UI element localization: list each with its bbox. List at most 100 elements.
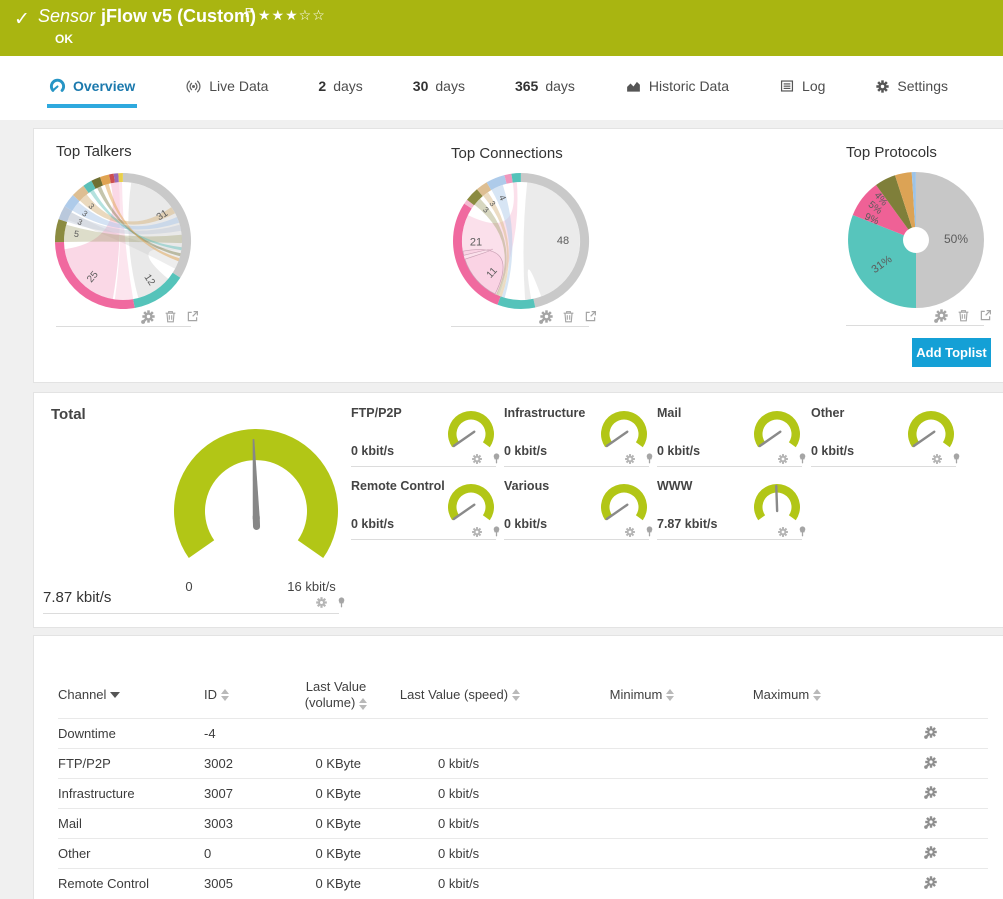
sort-toggle-icon[interactable] [813, 689, 822, 702]
sort-toggle-icon[interactable] [512, 689, 521, 702]
tab-2-days[interactable]: 2 days [316, 68, 364, 108]
top-connections-chart[interactable]: 48 21 11 3 3 4 [446, 166, 596, 321]
row-settings-gear-icon[interactable] [824, 845, 988, 862]
gauge-value: 0 kbit/s [504, 444, 548, 458]
delete-icon[interactable] [163, 309, 178, 329]
tab-log[interactable]: Log [777, 68, 827, 108]
top-protocols-title: Top Protocols [846, 144, 937, 161]
pin-icon[interactable] [643, 452, 656, 470]
svg-text:3: 3 [76, 217, 84, 227]
channel-name-cell: Other [58, 846, 91, 861]
row-settings-gear-icon[interactable] [824, 755, 988, 772]
gear-icon[interactable] [777, 525, 789, 543]
open-icon[interactable] [185, 309, 200, 329]
gauges-card: Total 0 16 kbit/s 7.87 kbit/s FTP/P2P 0 k… [33, 392, 1003, 628]
column-header-last-value-volume-[interactable]: Last Value (volume) [304, 678, 368, 710]
last-value-volume-cell: 0 KByte [315, 786, 361, 801]
column-header-maximum[interactable]: Maximum [750, 683, 824, 707]
delete-icon[interactable] [561, 309, 576, 329]
tab-overview[interactable]: Overview [47, 68, 138, 108]
gear-icon[interactable] [471, 525, 483, 543]
pin-icon[interactable] [643, 525, 656, 543]
gauge-cell-infrastructure: Infrastructure 0 kbit/s [504, 400, 653, 472]
gear-icon[interactable] [471, 452, 483, 470]
gauge-label: Remote Control [351, 479, 445, 493]
svg-text:3: 3 [80, 209, 89, 219]
last-value-speed-cell: 0 kbit/s [438, 756, 480, 771]
gear-icon[interactable] [931, 452, 943, 470]
sort-toggle-icon[interactable] [221, 689, 229, 702]
sort-toggle-icon[interactable] [359, 697, 368, 710]
table-row[interactable]: Downtime -4 [58, 718, 988, 748]
pin-icon[interactable] [796, 452, 809, 470]
delete-icon[interactable] [956, 308, 971, 328]
gauge-label: Other [811, 406, 845, 420]
total-gauge-value: 7.87 kbit/s [43, 589, 112, 606]
pin-icon[interactable] [490, 452, 503, 470]
table-header-row: Channel ID Last Value (volume) Last Value (… [58, 672, 988, 718]
tab-365-days[interactable]: 365 days [513, 68, 577, 108]
priority-stars[interactable]: ★★★☆☆ [258, 7, 326, 23]
gear-icon[interactable] [315, 596, 328, 614]
tab-historic-data[interactable]: Historic Data [623, 68, 731, 108]
top-talkers-title: Top Talkers [56, 143, 132, 160]
options-icon[interactable] [141, 309, 156, 329]
options-icon[interactable] [539, 309, 554, 329]
options-icon[interactable] [934, 308, 949, 328]
column-header-id[interactable]: ID [204, 683, 286, 707]
svg-text:3: 3 [487, 199, 497, 208]
flag-icon[interactable] [243, 6, 256, 24]
gear-icon [875, 79, 890, 94]
column-header-minimum[interactable]: Minimum [534, 683, 750, 707]
gauge-label: Mail [657, 406, 682, 420]
add-toplist-button[interactable]: Add Toplist [912, 338, 991, 367]
column-header-last-value-speed-[interactable]: Last Value (speed) [386, 683, 534, 707]
gauge-value: 7.87 kbit/s [657, 517, 718, 531]
gauge-value: 0 kbit/s [657, 444, 701, 458]
page-title: Sensor jFlow v5 (Custom) [38, 6, 256, 27]
top-talkers-chart[interactable]: 31 12 25 5 3 3 3 [48, 166, 198, 321]
gear-icon[interactable] [624, 452, 636, 470]
broadcast-icon [185, 78, 202, 95]
tab-number: 2 [318, 78, 327, 94]
open-icon[interactable] [978, 308, 993, 328]
total-gauge-toolbar [315, 596, 348, 614]
historic-icon [625, 78, 642, 95]
toplists-card: Top Talkers 31 12 25 5 3 3 3 Top Connections 4… [33, 128, 1003, 383]
row-settings-gear-icon[interactable] [824, 875, 988, 892]
tab-label: Log [802, 78, 826, 94]
sort-desc-icon[interactable] [110, 692, 121, 699]
svg-text:50%: 50% [944, 232, 968, 246]
pin-icon[interactable] [950, 452, 963, 470]
channel-id-cell: 3007 [204, 786, 233, 801]
tab-live-data[interactable]: Live Data [183, 68, 270, 108]
table-row[interactable]: Other 0 0 KByte 0 kbit/s [58, 838, 988, 868]
svg-text:3: 3 [86, 202, 96, 212]
top-protocols-chart[interactable]: 50% 31% 9% 5% 4% [841, 165, 991, 320]
gauge-toolbar [931, 452, 963, 470]
table-row[interactable]: FTP/P2P 3002 0 KByte 0 kbit/s [58, 748, 988, 778]
row-settings-gear-icon[interactable] [824, 815, 988, 832]
table-row[interactable]: Infrastructure 3007 0 KByte 0 kbit/s [58, 778, 988, 808]
pin-icon[interactable] [490, 525, 503, 543]
row-settings-gear-icon[interactable] [824, 725, 988, 742]
tab-settings[interactable]: Settings [873, 68, 950, 108]
gauge-label: Various [504, 479, 550, 493]
svg-text:48: 48 [557, 235, 569, 247]
status-ok-check-icon: ✓ [14, 9, 30, 30]
pin-icon[interactable] [796, 525, 809, 543]
gear-icon[interactable] [624, 525, 636, 543]
open-icon[interactable] [583, 309, 598, 329]
gear-icon[interactable] [777, 452, 789, 470]
row-settings-gear-icon[interactable] [824, 785, 988, 802]
table-row[interactable]: Remote Control 3005 0 KByte 0 kbit/s [58, 868, 988, 898]
top-protocols-toolbar [934, 308, 993, 328]
sort-toggle-icon[interactable] [666, 689, 675, 702]
gauge-toolbar [777, 452, 809, 470]
gauge-icon [49, 78, 66, 95]
pin-icon[interactable] [335, 596, 348, 614]
sensor-status-header: ✓ Sensor jFlow v5 (Custom) ★★★☆☆ OK [0, 0, 1003, 56]
table-row[interactable]: Mail 3003 0 KByte 0 kbit/s [58, 808, 988, 838]
tab-30-days[interactable]: 30 days [411, 68, 467, 108]
column-header-channel[interactable]: Channel [58, 683, 204, 707]
